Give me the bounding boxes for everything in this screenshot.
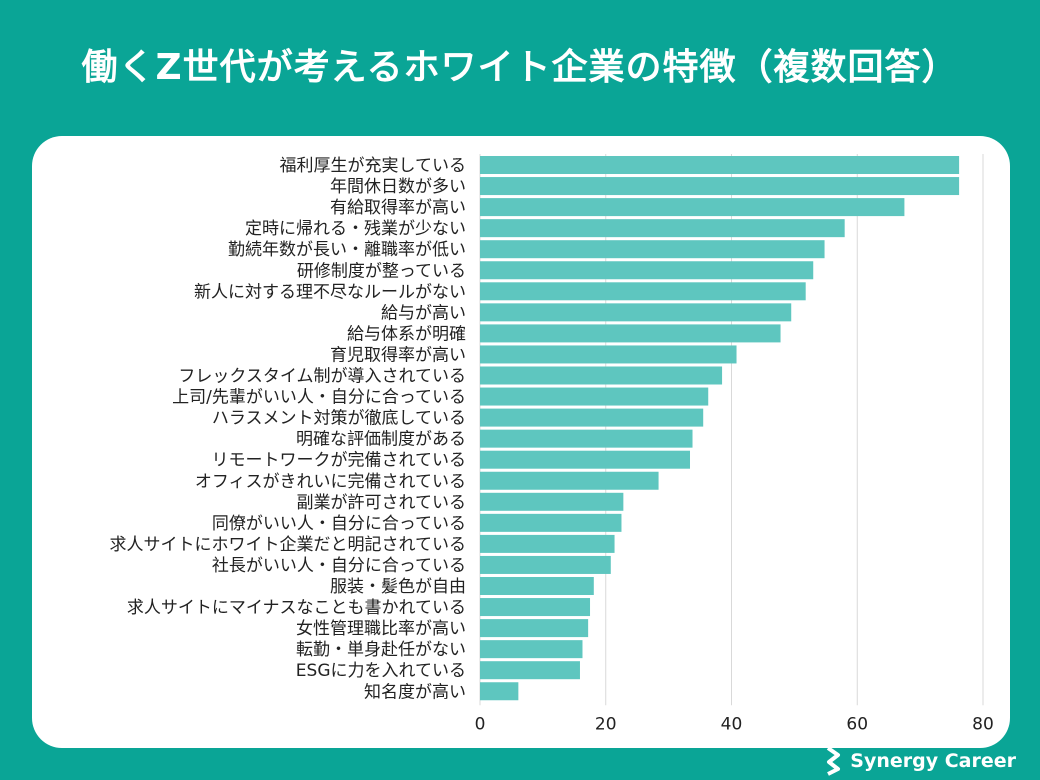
category-label: 知名度が高い	[364, 682, 466, 702]
x-tick-label: 40	[721, 714, 743, 734]
category-label: 年間休日数が多い	[330, 177, 466, 197]
bar	[480, 682, 519, 701]
category-label: 有給取得率が高い	[330, 198, 466, 218]
category-label: 福利厚生が充実している	[280, 156, 467, 176]
x-tick-label: 60	[846, 714, 868, 734]
bar	[480, 471, 659, 490]
bar	[480, 619, 589, 638]
category-label: 給与が高い	[381, 303, 466, 323]
bar	[480, 219, 845, 238]
category-label: フレックスタイム制が導入されている	[178, 367, 466, 387]
bar	[480, 492, 624, 511]
bar	[480, 282, 806, 301]
x-tick-label: 20	[595, 714, 617, 734]
category-label: 転勤・単身赴任がない	[296, 640, 466, 660]
category-label: 求人サイトにマイナスなことも書かれている	[127, 598, 466, 618]
bar	[480, 240, 825, 259]
bar	[480, 555, 611, 574]
category-label: 同僚がいい人・自分に合っている	[212, 514, 466, 534]
bar	[480, 661, 580, 680]
bar	[480, 429, 693, 448]
category-label: リモートワークが完備されている	[212, 451, 467, 471]
bar	[480, 534, 615, 553]
bar	[480, 577, 594, 595]
x-tick-label: 0	[475, 714, 486, 734]
category-label: 副業が許可されている	[297, 493, 467, 513]
category-label: 服装・髪色が自由	[330, 577, 466, 597]
category-label: 上司/先輩がいい人・自分に合っている	[172, 388, 466, 408]
category-label: 求人サイトにホワイト企業だと明記されている	[110, 535, 467, 555]
bar-chart: 福利厚生が充実している年間休日数が多い有給取得率が高い定時に帰れる・残業が少ない…	[110, 154, 994, 734]
x-tick-label: 80	[972, 714, 994, 734]
bar	[480, 640, 583, 659]
bar	[480, 513, 622, 532]
category-label: オフィスがきれいに完備されている	[195, 472, 466, 492]
category-label: 女性管理職比率が高い	[296, 619, 466, 639]
category-label: ESGに力を入れている	[296, 661, 466, 681]
bar	[480, 598, 591, 617]
category-label: 勤続年数が長い・離職率が低い	[228, 240, 466, 260]
bar	[480, 156, 960, 174]
bar	[480, 261, 814, 280]
bar	[480, 450, 691, 469]
bar	[480, 198, 905, 217]
bar	[480, 387, 709, 406]
category-label: 社長がいい人・自分に合っている	[212, 556, 466, 576]
synergy-logo-icon	[827, 746, 841, 776]
category-label: 育児取得率が高い	[330, 345, 466, 365]
bar	[480, 324, 781, 343]
chart-card: 福利厚生が充実している 年間休日数が多い 有給取得率が高い 定時に帰れる・残業が少ない…	[32, 136, 1010, 748]
bar	[480, 408, 704, 427]
category-label: 明確な評価制度がある	[296, 430, 466, 450]
bar	[480, 303, 792, 322]
brand-logo: Synergy Career	[822, 746, 1016, 776]
bar	[480, 345, 737, 364]
category-label: 研修制度が整っている	[297, 261, 466, 281]
brand-name: Synergy Career	[850, 750, 1016, 772]
category-label: 定時に帰れる・残業が少ない	[245, 219, 466, 239]
bar	[480, 177, 960, 196]
category-label: ハラスメント対策が徹底している	[212, 409, 466, 429]
category-label: 給与体系が明確	[347, 324, 466, 344]
bar	[480, 366, 723, 385]
page-title: 働くZ世代が考えるホワイト企業の特徴（複数回答）	[81, 47, 959, 88]
category-label: 新人に対する理不尽なルールがない	[194, 282, 466, 302]
